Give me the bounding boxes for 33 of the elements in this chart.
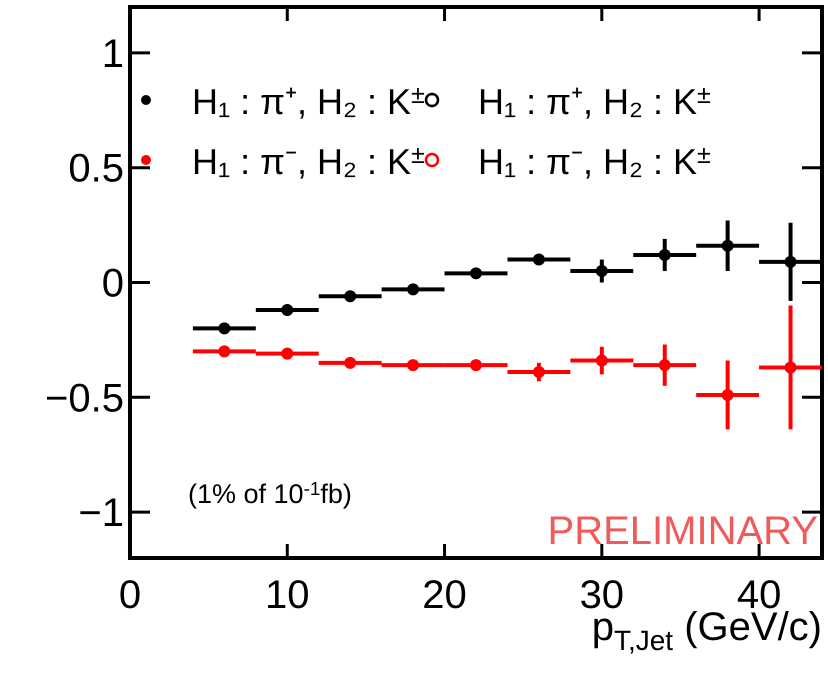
point [218, 345, 230, 358]
point [281, 348, 294, 360]
legend-label: H₁ : π⁻, H₂ : K$^{±}$ [478, 140, 711, 182]
y-tick-label: 1 [102, 32, 124, 76]
point [344, 290, 356, 302]
point [722, 240, 734, 252]
annotation: PRELIMINARY [548, 509, 818, 553]
y-tick-label: 0 [102, 262, 124, 306]
point [784, 256, 797, 268]
point [470, 267, 482, 280]
legend-label: H₁ : π⁺, H₂ : K$^{±}$ [478, 80, 711, 122]
point [532, 254, 545, 266]
x-tick-label: 10 [265, 573, 310, 617]
point [281, 304, 294, 316]
x-tick-label: 20 [422, 573, 467, 617]
point [596, 354, 608, 367]
point [532, 366, 545, 378]
point [784, 361, 797, 374]
y-tick-label: 0.5 [68, 146, 124, 191]
point [407, 283, 420, 296]
point [470, 359, 482, 372]
legend-label: H₁ : π⁻, H₂ : K$^{±}$ [192, 140, 425, 182]
annotation: (1% of 10$^{-1}$fb) [188, 478, 352, 509]
legend-label: H₁ : π⁺, H₂ : K$^{±}$ [192, 80, 425, 122]
point [596, 265, 608, 278]
point [658, 359, 671, 372]
point [344, 356, 356, 369]
y-tick-label: −1 [78, 491, 124, 536]
point [658, 248, 671, 261]
point [407, 359, 420, 372]
point [218, 322, 230, 334]
point [722, 388, 734, 401]
y-tick-label: −0.5 [45, 376, 124, 420]
